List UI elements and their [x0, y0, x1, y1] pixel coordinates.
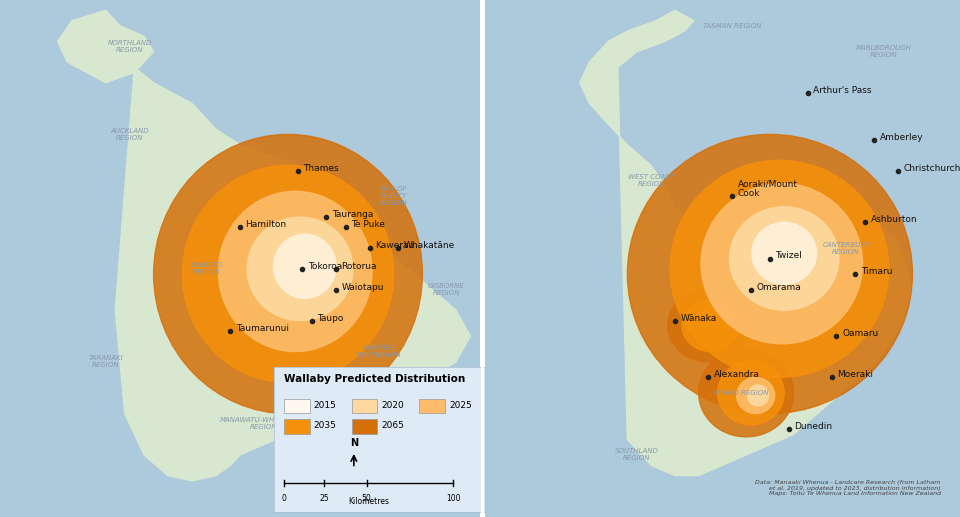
- Text: Twizel: Twizel: [776, 251, 803, 261]
- Text: Kawerau: Kawerau: [375, 241, 415, 250]
- Ellipse shape: [752, 222, 817, 284]
- Ellipse shape: [274, 234, 336, 298]
- Text: 100: 100: [445, 494, 461, 504]
- Ellipse shape: [182, 165, 394, 383]
- Text: OTAGO REGION: OTAGO REGION: [714, 390, 769, 396]
- Text: WEST COAST
REGION: WEST COAST REGION: [628, 174, 674, 188]
- Text: 50: 50: [362, 494, 372, 504]
- Text: Kilometres: Kilometres: [348, 497, 389, 506]
- Text: CANTERBURY
REGION: CANTERBURY REGION: [823, 241, 870, 255]
- Text: Dunedin: Dunedin: [795, 422, 832, 431]
- Text: Tauranga: Tauranga: [332, 210, 373, 219]
- Text: Whakatāne: Whakatāne: [404, 241, 455, 250]
- Text: Napier: Napier: [375, 386, 405, 395]
- Ellipse shape: [736, 377, 775, 414]
- Text: Rotorua: Rotorua: [342, 262, 377, 271]
- Text: 2065: 2065: [381, 421, 404, 430]
- Text: 2020: 2020: [381, 401, 404, 410]
- FancyBboxPatch shape: [351, 419, 377, 434]
- Text: Timaru: Timaru: [861, 267, 893, 276]
- Ellipse shape: [730, 207, 839, 310]
- Ellipse shape: [701, 184, 863, 344]
- Text: SOUTHLAND
REGION: SOUTHLAND REGION: [615, 448, 659, 462]
- Polygon shape: [580, 10, 912, 476]
- Text: MARLBOROUGH
REGION: MARLBOROUGH REGION: [856, 45, 912, 58]
- FancyBboxPatch shape: [284, 399, 309, 414]
- Text: Te Puke: Te Puke: [351, 220, 385, 230]
- Text: Wallaby Predicted Distribution: Wallaby Predicted Distribution: [284, 374, 466, 384]
- Text: Taupo: Taupo: [318, 313, 344, 323]
- Polygon shape: [58, 10, 154, 83]
- Text: Christchurch: Christchurch: [903, 163, 960, 173]
- Text: Ashburton: Ashburton: [871, 215, 917, 224]
- Ellipse shape: [154, 134, 422, 414]
- Text: 2015: 2015: [314, 401, 337, 410]
- FancyBboxPatch shape: [351, 399, 377, 414]
- Text: NORTHLAND
REGION: NORTHLAND REGION: [108, 40, 152, 53]
- Ellipse shape: [248, 217, 353, 321]
- Text: Alexandra: Alexandra: [713, 370, 759, 379]
- Text: Oamaru: Oamaru: [842, 329, 878, 338]
- Ellipse shape: [682, 300, 739, 352]
- Text: Waiotapu: Waiotapu: [342, 282, 384, 292]
- Text: AUCKLAND
REGION: AUCKLAND REGION: [110, 128, 149, 141]
- Text: MANAWATU-WHANGANUI
REGION: MANAWATU-WHANGANUI REGION: [220, 417, 308, 431]
- Polygon shape: [115, 67, 470, 481]
- Text: Thames: Thames: [303, 163, 339, 173]
- Ellipse shape: [718, 361, 784, 425]
- Text: TASMAN REGION: TASMAN REGION: [703, 23, 761, 29]
- Text: Arthur's Pass: Arthur's Pass: [813, 86, 872, 95]
- Text: Amberley: Amberley: [880, 132, 924, 142]
- Ellipse shape: [699, 349, 794, 437]
- Text: 25: 25: [320, 494, 329, 504]
- Text: BAY OF
PLENTY
REGION: BAY OF PLENTY REGION: [380, 187, 407, 206]
- Text: Data: Manaaki Whenua - Landcare Research (from Latham
et al. 2019, updated to 20: Data: Manaaki Whenua - Landcare Research…: [756, 480, 941, 496]
- Text: Moeraki: Moeraki: [837, 370, 874, 379]
- Ellipse shape: [218, 191, 372, 352]
- Text: 2035: 2035: [314, 421, 337, 430]
- Text: Omarama: Omarama: [756, 282, 802, 292]
- Ellipse shape: [670, 160, 889, 377]
- FancyBboxPatch shape: [420, 399, 444, 414]
- Text: Taumarunui: Taumarunui: [236, 324, 289, 333]
- Text: Wānaka: Wānaka: [681, 313, 717, 323]
- Text: 2025: 2025: [449, 401, 471, 410]
- Ellipse shape: [628, 134, 912, 414]
- Ellipse shape: [668, 290, 749, 362]
- FancyBboxPatch shape: [284, 419, 309, 434]
- Text: Hamilton: Hamilton: [246, 220, 287, 230]
- Text: Tokoroa: Tokoroa: [308, 262, 342, 271]
- Text: TARANAKI
REGION: TARANAKI REGION: [88, 355, 123, 369]
- Text: WAIKATO
REGION: WAIKATO REGION: [190, 262, 223, 276]
- Text: N: N: [349, 438, 358, 448]
- Text: HAWKE'S
BAY REGION: HAWKE'S BAY REGION: [357, 345, 401, 358]
- Text: 0: 0: [281, 494, 287, 504]
- Text: GISBORNE
REGION: GISBORNE REGION: [428, 283, 465, 296]
- Text: Aoraki/Mount
Cook: Aoraki/Mount Cook: [737, 179, 798, 199]
- Ellipse shape: [748, 385, 769, 406]
